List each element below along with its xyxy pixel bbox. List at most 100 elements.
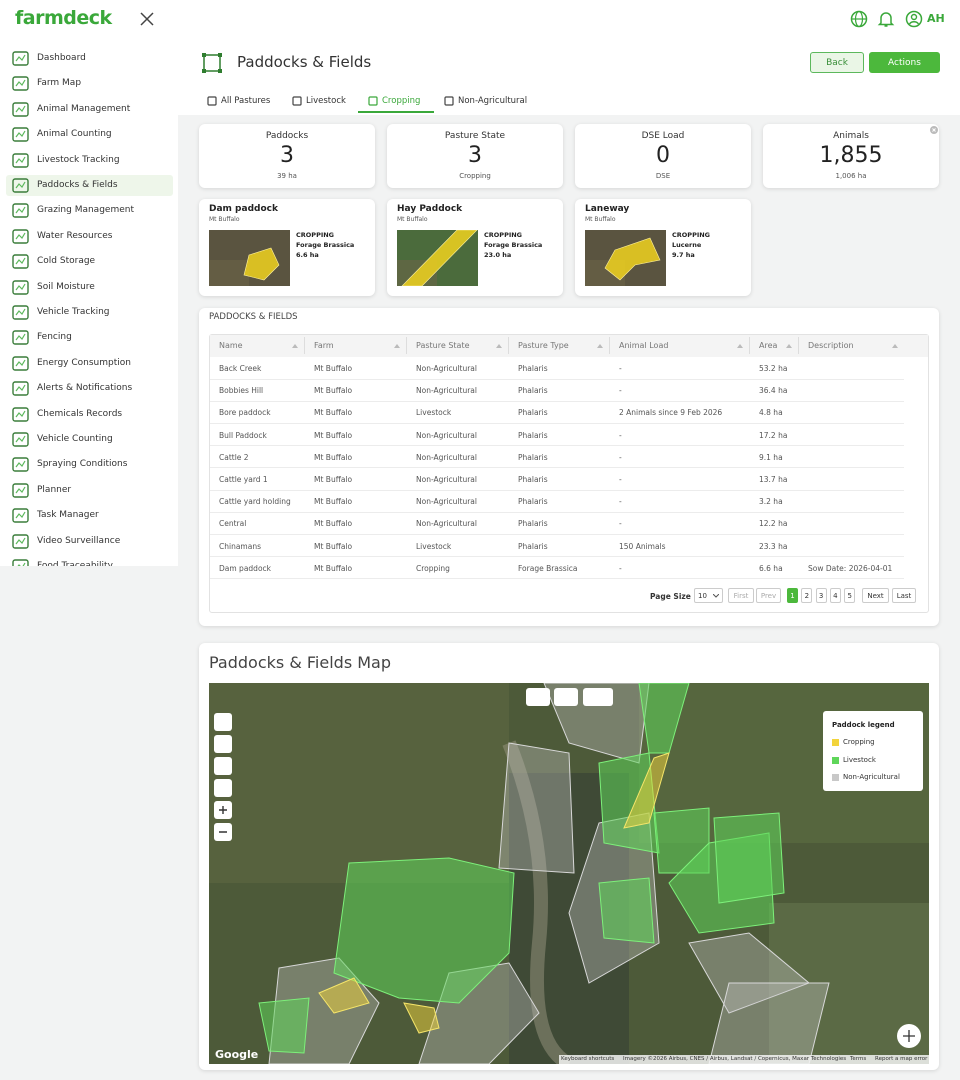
user-initials[interactable]: AH [927,12,945,25]
nav-icon[interactable] [11,405,30,424]
nav-item[interactable]: Cold Storage [37,256,96,267]
paddock-polygon[interactable] [403,1002,440,1034]
nav-item[interactable]: Task Manager [37,510,99,521]
nav-item[interactable]: Water Resources [37,230,113,241]
nav-icon[interactable] [11,379,30,398]
actions-label[interactable]: Actions [888,57,921,68]
sort-icon[interactable] [496,343,502,349]
nav-item[interactable]: Chemicals Records [37,408,123,419]
nav-item[interactable]: Soil Moisture [37,281,95,292]
nav-icon[interactable] [11,430,30,449]
nav-item[interactable]: Vehicle Tracking [37,307,110,317]
map[interactable] [209,683,929,1064]
nav-item[interactable]: Energy Consumption [37,357,131,368]
nav-icon[interactable] [11,506,30,525]
paddock-polygon[interactable] [623,752,670,829]
nav-icon[interactable] [11,481,30,500]
nav-icon[interactable] [11,49,30,68]
nav-icon[interactable] [11,252,30,271]
actions-button[interactable]: Actions [869,52,940,73]
page-button[interactable]: Last [892,588,916,603]
close-icon[interactable] [140,12,154,26]
back-label[interactable]: Back [826,57,848,68]
nav-item[interactable]: Planner [37,484,72,495]
nav-icon[interactable] [11,74,30,93]
map-attribution[interactable]: Report a map error [875,1056,928,1062]
tab[interactable]: All Pastures [221,96,271,106]
close-stat-icon[interactable] [930,126,938,134]
user-icon[interactable] [905,10,923,28]
nav-item[interactable]: Vehicle Counting [37,434,113,444]
back-button[interactable]: Back [810,52,864,73]
nav-item[interactable]: Video Surveillance [37,535,121,546]
nav-item[interactable]: Farm Map [37,78,82,89]
paddock-polygon[interactable] [498,742,575,874]
nav-icon[interactable] [11,151,30,170]
nav-item[interactable]: Alerts & Notifications [37,383,133,394]
select-caret[interactable] [713,594,719,598]
map-attribution[interactable]: Keyboard shortcuts [561,1056,615,1062]
page-size-select[interactable]: 10 [694,588,723,603]
nav-icon[interactable] [11,278,30,297]
brand[interactable]: farmdeck [15,7,112,29]
page-button[interactable]: Prev [756,588,781,603]
nav-item[interactable]: Livestock Tracking [37,154,120,165]
column-header[interactable]: Area [759,341,778,350]
paddock-polygon[interactable] [713,812,785,904]
page-button[interactable]: 3 [815,588,827,603]
tab[interactable]: Livestock [306,96,346,106]
page-button[interactable]: Next [862,588,889,603]
tab[interactable]: Non-Agricultural [458,96,528,106]
paddock-polygon[interactable] [333,857,515,1004]
tab-icon[interactable] [368,96,378,106]
sort-icon[interactable] [892,343,898,349]
nav-icon[interactable] [11,100,30,119]
tab-icon[interactable] [292,96,302,106]
column-header[interactable]: Pasture Type [518,341,569,350]
nav-icon[interactable] [11,303,30,322]
nav-icon[interactable] [11,557,30,566]
nav-icon[interactable] [11,354,30,373]
page-button[interactable]: 2 [801,588,813,603]
column-header[interactable]: Description [808,341,854,350]
nav-item[interactable]: Paddocks & Fields [37,180,118,190]
nav-icon[interactable] [11,227,30,246]
nav-item[interactable]: Food Traceability [37,561,113,566]
column-header[interactable]: Farm [314,341,334,350]
paddock-polygon[interactable] [258,997,310,1054]
page-button[interactable]: 4 [829,588,841,603]
sort-icon[interactable] [394,343,400,349]
nav-icon[interactable] [11,532,30,551]
map-controls[interactable] [214,688,921,1048]
nav-item[interactable]: Fencing [37,332,72,343]
column-header[interactable]: Name [219,341,243,350]
column-header[interactable]: Pasture State [416,341,470,350]
nav-icon[interactable] [11,125,30,144]
paddock-polygon[interactable] [598,877,655,944]
nav-icon[interactable] [11,176,30,195]
page-button[interactable]: 5 [844,588,856,603]
map-attribution[interactable]: Terms [850,1056,867,1062]
tab-icon[interactable] [207,96,217,106]
nav-item[interactable]: Spraying Conditions [37,459,128,470]
tab-icon[interactable] [444,96,454,106]
nav-icon[interactable] [11,455,30,474]
nav-item[interactable]: Animal Counting [37,129,112,140]
sort-icon[interactable] [292,343,298,349]
tab[interactable]: Cropping [382,96,421,106]
column-header[interactable]: Animal Load [619,341,669,350]
nav-item[interactable]: Animal Management [37,103,131,114]
nav-item[interactable]: Grazing Management [37,205,134,216]
nav-item[interactable]: Dashboard [37,53,86,63]
globe-icon[interactable] [850,10,868,28]
sort-icon[interactable] [786,343,792,349]
nav-icon[interactable] [11,328,30,347]
page-button[interactable]: 1 [787,588,798,603]
paddock-polygon[interactable] [708,982,830,1064]
bell-icon[interactable] [877,10,895,28]
sort-icon[interactable] [737,343,743,349]
paddock-polygon[interactable] [318,977,370,1014]
sort-icon[interactable] [597,343,603,349]
page-button[interactable]: First [728,588,754,603]
nav-icon[interactable] [11,201,30,220]
